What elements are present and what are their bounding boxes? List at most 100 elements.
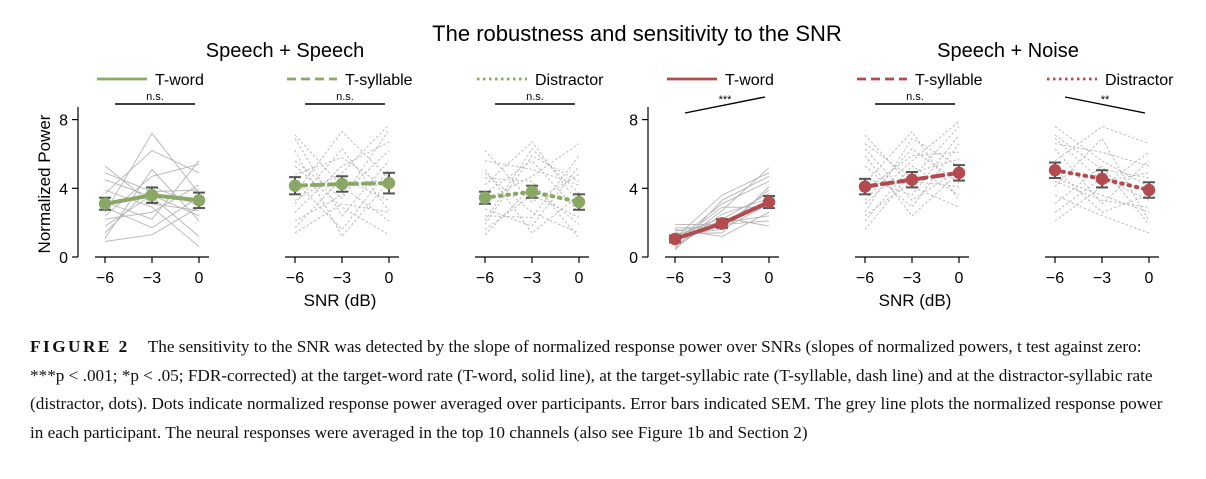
mean-line	[863, 170, 961, 189]
participant-line	[864, 120, 960, 205]
participant-line	[484, 155, 580, 225]
participant-line	[864, 137, 960, 213]
y-tick-label: 8	[629, 113, 638, 130]
participant-line	[864, 165, 960, 222]
participant-line	[484, 143, 580, 201]
participant-line	[674, 198, 770, 249]
x-tick-label: −6	[476, 270, 494, 287]
x-axis-label-speech-speech: SNR (dB)	[304, 291, 377, 310]
participant-line	[484, 155, 580, 218]
participant-line	[1054, 151, 1150, 222]
participant-line	[294, 129, 390, 200]
x-tick-label: −3	[903, 270, 921, 287]
participant-line	[1054, 177, 1150, 213]
mean-point	[1095, 172, 1109, 186]
figure-chart: The robustness and sensitivity to the SN…	[35, 21, 1174, 310]
y-axis-label: Normalized Power	[35, 114, 54, 253]
legend-label-distractor: Distractor	[1105, 72, 1174, 89]
x-tick-label: −3	[333, 270, 351, 287]
main-title: The robustness and sensitivity to the SN…	[432, 21, 842, 46]
participant-line	[864, 126, 960, 179]
participant-line	[864, 134, 960, 196]
participant-line	[484, 165, 580, 227]
x-tick-label: 0	[385, 270, 394, 287]
participant-line	[674, 180, 770, 242]
participant-line	[294, 130, 390, 194]
participant-line	[294, 203, 390, 234]
participant-line	[1054, 194, 1150, 234]
mean-line	[293, 181, 391, 188]
legend-label-t-word: T-word	[155, 72, 204, 89]
mean-point	[192, 194, 206, 207]
y-tick-label: 4	[59, 181, 68, 198]
participant-line	[294, 169, 390, 231]
y-tick-label: 0	[629, 250, 638, 267]
participant-line	[1054, 177, 1150, 213]
significance-label: n.s.	[146, 91, 164, 103]
x-tick-label: −3	[1093, 270, 1111, 287]
participant-line	[104, 168, 200, 239]
participant-line	[1054, 125, 1150, 162]
participant-line	[484, 150, 580, 203]
x-tick-label: −3	[523, 270, 541, 287]
participant-line	[484, 141, 580, 205]
x-tick-label: −3	[713, 270, 731, 287]
x-tick-label: −6	[286, 270, 304, 287]
significance-bar	[1064, 96, 1146, 114]
x-tick-label: 0	[765, 270, 774, 287]
x-axis-label-speech-noise: SNR (dB)	[879, 291, 952, 310]
mean-point	[905, 173, 919, 186]
legend-label-t-syllable: T-syllable	[345, 72, 413, 89]
participant-line	[674, 175, 770, 251]
participant-line	[104, 184, 200, 220]
mean-point	[478, 191, 492, 204]
significance-label: n.s.	[526, 91, 544, 103]
mean-point	[98, 197, 112, 210]
participant-line	[104, 132, 200, 213]
y-tick-label: 8	[59, 113, 68, 130]
legend-label-t-syllable: T-syllable	[915, 72, 983, 89]
participant-line	[1054, 126, 1150, 187]
caption-text: The sensitivity to the SNR was detected …	[30, 337, 1163, 442]
participant-line	[294, 150, 390, 238]
mean-point	[1048, 164, 1062, 177]
x-tick-label: −6	[856, 270, 874, 287]
participant-line	[864, 151, 960, 191]
group-title-speech-noise: Speech + Noise	[937, 40, 1079, 62]
participant-line	[104, 160, 200, 220]
x-tick-label: −6	[96, 270, 114, 287]
x-tick-label: 0	[195, 270, 204, 287]
participant-line	[864, 155, 960, 217]
y-tick-label: 4	[629, 181, 638, 198]
x-tick-label: 0	[1145, 270, 1154, 287]
participant-line	[1054, 169, 1150, 213]
significance-label: **	[1101, 94, 1110, 106]
x-tick-label: −6	[666, 270, 684, 287]
mean-point	[145, 188, 159, 202]
participant-line	[864, 158, 960, 230]
participant-line	[484, 160, 580, 186]
mean-point	[1142, 183, 1156, 197]
participant-line	[864, 148, 960, 201]
mean-point	[952, 166, 966, 180]
participant-line	[674, 172, 770, 239]
significance-bar	[684, 96, 766, 114]
significance-label: n.s.	[336, 91, 354, 103]
participant-line	[294, 141, 390, 213]
mean-point	[668, 232, 682, 246]
significance-label: n.s.	[906, 91, 924, 103]
participant-line	[484, 177, 580, 239]
x-tick-label: −6	[1046, 270, 1064, 287]
participant-line	[294, 150, 390, 222]
y-tick-label: 0	[59, 250, 68, 267]
participant-line	[294, 138, 390, 217]
legend-label-distractor: Distractor	[535, 72, 604, 89]
mean-point	[572, 195, 586, 209]
mean-point	[525, 185, 539, 198]
participant-line	[864, 180, 960, 217]
x-tick-label: 0	[955, 270, 964, 287]
mean-point	[858, 180, 872, 193]
mean-point	[335, 177, 349, 191]
mean-point	[715, 217, 729, 230]
x-tick-label: −3	[143, 270, 161, 287]
